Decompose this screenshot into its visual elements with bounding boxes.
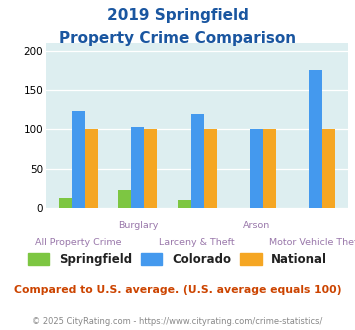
Legend: Springfield, Colorado, National: Springfield, Colorado, National xyxy=(23,248,332,271)
Text: 2019 Springfield: 2019 Springfield xyxy=(106,8,248,23)
Bar xyxy=(85,129,98,208)
Bar xyxy=(322,129,335,208)
Bar xyxy=(118,190,131,208)
Bar xyxy=(178,200,191,208)
Text: Arson: Arson xyxy=(242,221,270,230)
Bar xyxy=(59,198,72,208)
Bar xyxy=(144,129,157,208)
Bar xyxy=(191,114,203,208)
Text: Compared to U.S. average. (U.S. average equals 100): Compared to U.S. average. (U.S. average … xyxy=(14,285,341,295)
Text: Burglary: Burglary xyxy=(118,221,158,230)
Text: Larceny & Theft: Larceny & Theft xyxy=(159,238,235,247)
Bar xyxy=(203,129,217,208)
Bar xyxy=(250,129,263,208)
Bar xyxy=(131,127,144,208)
Text: Motor Vehicle Theft: Motor Vehicle Theft xyxy=(269,238,355,247)
Text: Property Crime Comparison: Property Crime Comparison xyxy=(59,31,296,46)
Bar xyxy=(309,70,322,208)
Text: All Property Crime: All Property Crime xyxy=(36,238,122,247)
Bar xyxy=(263,129,276,208)
Bar xyxy=(72,111,85,208)
Text: © 2025 CityRating.com - https://www.cityrating.com/crime-statistics/: © 2025 CityRating.com - https://www.city… xyxy=(32,317,323,326)
